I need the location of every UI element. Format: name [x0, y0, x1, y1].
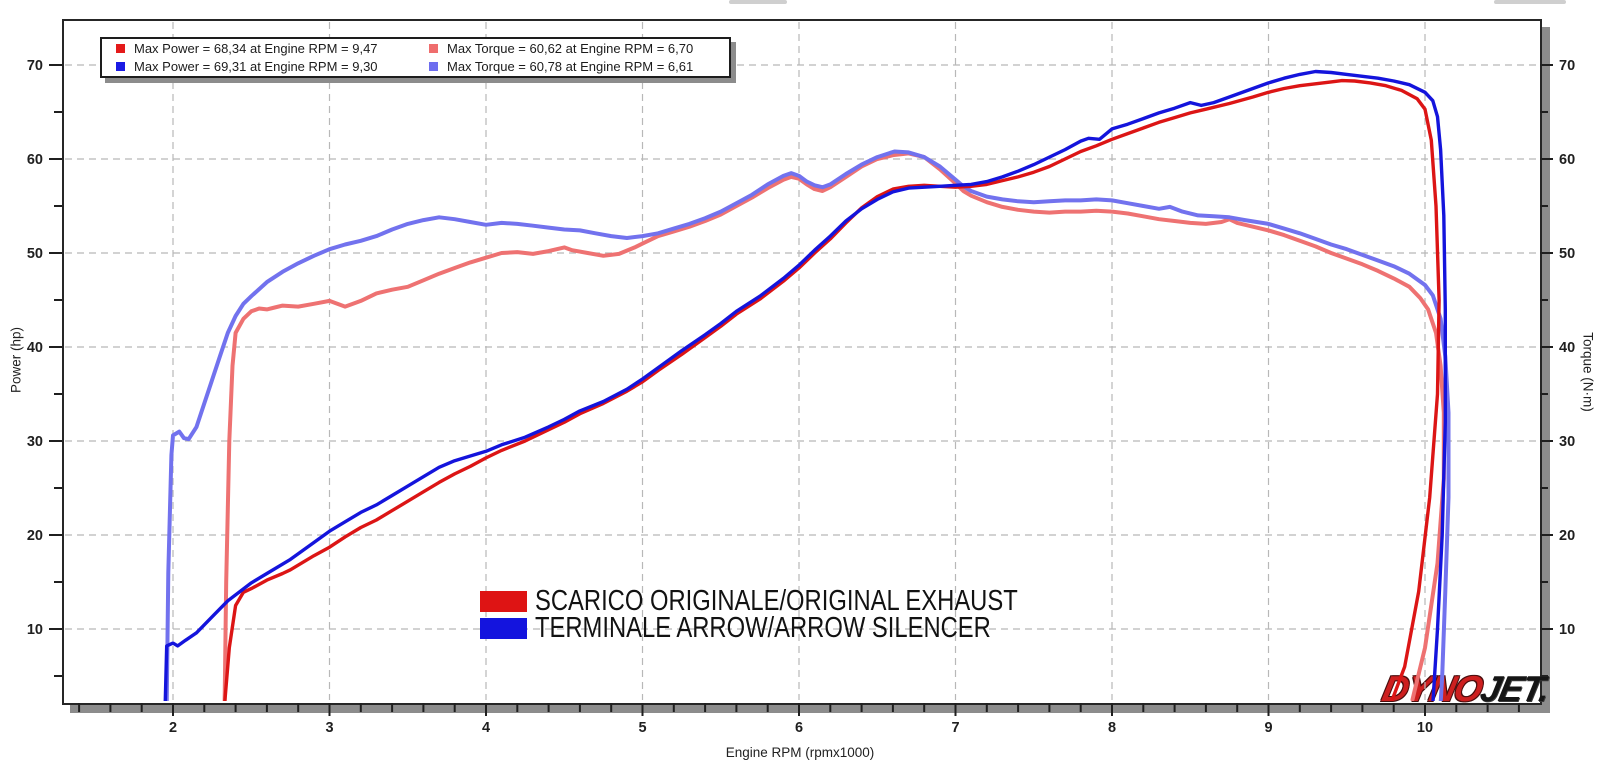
y-axis-title-left: Power (hp)	[8, 326, 24, 394]
series-note-original: SCARICO ORIGINALE/ORIGINAL EXHAUST	[480, 585, 1124, 618]
y-tick-label-right: 50	[1559, 246, 1575, 262]
series-note-swatch-arrow	[480, 618, 527, 639]
y-tick-label-right: 40	[1559, 340, 1575, 356]
y-tick-label-right: 60	[1559, 152, 1575, 168]
x-tick-label: 8	[1108, 720, 1116, 736]
series-note-label-arrow: TERMINALE ARROW/ARROW SILENCER	[535, 612, 991, 644]
series-note-label-original: SCARICO ORIGINALE/ORIGINAL EXHAUST	[535, 585, 1018, 617]
legend-swatch-torque-original	[429, 44, 438, 54]
cropped-text-artifact	[729, 0, 787, 4]
legend-label: Max Torque = 60,62 at Engine RPM = 6,70	[447, 41, 694, 57]
series-note-arrow: TERMINALE ARROW/ARROW SILENCER	[480, 612, 1091, 645]
legend-box: Max Power = 68,34 at Engine RPM = 9,47 M…	[100, 37, 731, 78]
y-tick-label-right: 20	[1559, 528, 1575, 544]
cropped-text-artifact	[1494, 0, 1566, 4]
x-tick-label: 4	[482, 720, 490, 736]
legend-label: Max Power = 69,31 at Engine RPM = 9,30	[134, 58, 378, 74]
x-tick-label: 2	[169, 720, 177, 736]
dynojet-logo: DYNOJET.	[1379, 668, 1553, 710]
legend-label: Max Torque = 60,78 at Engine RPM = 6,61	[447, 58, 694, 74]
legend-entry: Max Power = 68,34 at Engine RPM = 9,47	[116, 41, 429, 56]
y-tick-label-left: 20	[27, 528, 43, 544]
y-tick-label-left: 50	[27, 246, 43, 262]
x-axis-title: Engine RPM (rpmx1000)	[725, 745, 875, 760]
series-note-swatch-original	[480, 591, 527, 612]
legend-entry: Max Power = 69,31 at Engine RPM = 9,30	[116, 59, 429, 74]
dynojet-logo-jet: JET.	[1476, 668, 1553, 709]
legend-entry: Max Torque = 60,78 at Engine RPM = 6,61	[429, 59, 729, 74]
x-tick-label: 5	[638, 720, 646, 736]
legend-swatch-power-arrow	[116, 61, 125, 71]
y-tick-label-right: 30	[1559, 434, 1575, 450]
y-axis-title-right: Torque (N·m)	[1580, 332, 1596, 412]
y-tick-label-left: 30	[27, 434, 43, 450]
y-tick-label-left: 40	[27, 340, 43, 356]
x-tick-label: 7	[951, 720, 959, 736]
y-tick-label-left: 60	[27, 152, 43, 168]
x-tick-label: 3	[325, 720, 333, 736]
y-tick-label-right: 70	[1559, 58, 1575, 74]
plot-frame	[62, 19, 1542, 705]
y-tick-label-left: 10	[27, 622, 43, 638]
legend-swatch-power-original	[116, 44, 125, 54]
y-tick-label-left: 70	[27, 58, 43, 74]
legend-entry: Max Torque = 60,62 at Engine RPM = 6,70	[429, 41, 729, 56]
legend-swatch-torque-arrow	[429, 61, 438, 71]
x-tick-label: 10	[1417, 720, 1433, 736]
y-tick-label-right: 10	[1559, 622, 1575, 638]
x-tick-label: 6	[795, 720, 803, 736]
dynojet-logo-dyno: DYNO	[1378, 668, 1486, 709]
x-tick-label: 9	[1264, 720, 1272, 736]
legend-label: Max Power = 68,34 at Engine RPM = 9,47	[134, 41, 378, 57]
